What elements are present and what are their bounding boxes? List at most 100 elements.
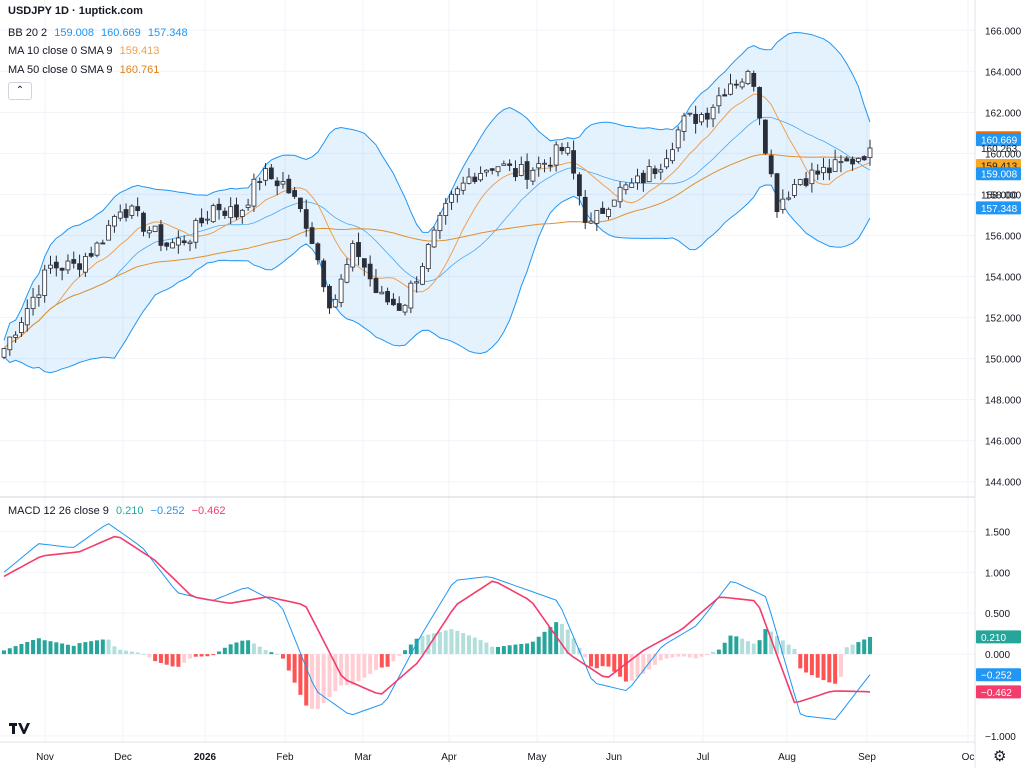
candle-body	[431, 229, 437, 248]
candle-body	[315, 243, 321, 261]
macd-tick-label: 1.500	[985, 527, 1010, 538]
candle-body	[332, 299, 338, 308]
candle-body	[815, 170, 821, 175]
candle-body	[327, 285, 332, 309]
time-tick-label: Sep	[858, 752, 876, 763]
macd-histogram-bar	[397, 654, 402, 656]
candle-body	[565, 147, 571, 154]
macd-histogram-bar	[472, 637, 477, 655]
macd-histogram-bar	[490, 646, 495, 655]
candle-body	[292, 190, 298, 197]
candle-body	[681, 115, 687, 132]
macd-histogram-bar	[583, 654, 588, 658]
candle-body	[594, 210, 600, 224]
candle-body	[582, 196, 588, 223]
candle-body	[635, 175, 640, 184]
macd-histogram-bar	[71, 645, 76, 655]
candle-body	[280, 181, 286, 185]
macd-histogram-bar	[525, 643, 530, 655]
macd-tick-label: 1.000	[985, 568, 1010, 579]
candle-body	[146, 230, 152, 234]
candle-body	[507, 163, 513, 166]
axis-layer: 166.000 164.000 162.000 160.000 158.000 156.0…	[36, 26, 1021, 763]
price-badge-label: 160.669	[981, 136, 1018, 147]
macd-histogram-bar	[745, 641, 750, 655]
macd-histogram-bar	[60, 643, 65, 655]
macd-histogram-bar	[548, 626, 553, 655]
time-tick-label: Jun	[606, 752, 622, 763]
ma50-legend[interactable]: MA 50 close 0 SMA 9 160.761	[8, 64, 159, 76]
candle-body	[222, 210, 228, 216]
macd-legend-label: MACD 12 26 close 9	[8, 505, 109, 517]
tradingview-logo-icon[interactable]	[8, 720, 30, 734]
candle-body	[82, 256, 88, 273]
candle-body	[65, 260, 71, 271]
candle-body	[152, 225, 158, 232]
candle-body	[408, 282, 414, 309]
macd-histogram-bar	[443, 630, 448, 655]
macd-histogram-bar	[769, 631, 774, 655]
macd-histogram-bar	[408, 644, 413, 655]
macd-histogram-bar	[7, 648, 12, 655]
macd-histogram-bar	[31, 639, 36, 655]
chevron-up-icon[interactable]: ⌃	[8, 82, 32, 100]
macd-pane	[2, 523, 872, 721]
macd-histogram-bar	[821, 654, 826, 681]
macd-histogram-bar	[850, 644, 855, 655]
macd-histogram-bar	[65, 644, 70, 655]
gear-icon[interactable]: ⚙	[993, 747, 1007, 765]
candle-body	[757, 87, 762, 119]
bb-lower-value: 157.348	[147, 27, 188, 39]
candle-body	[454, 188, 460, 195]
price-tick-label: 156.000	[985, 231, 1022, 242]
macd-histogram-bar	[600, 654, 605, 667]
price-tick-label: 144.000	[985, 478, 1022, 489]
candle-body	[623, 184, 629, 191]
candle-body	[536, 163, 542, 169]
candle-body	[42, 269, 48, 296]
time-tick-label: Mar	[354, 752, 372, 763]
macd-histogram-bar	[711, 651, 716, 655]
candle-body	[460, 182, 466, 191]
macd-histogram-bar	[559, 623, 564, 655]
candle-body	[844, 158, 850, 162]
candle-body	[472, 176, 478, 182]
macd-hist-value: 0.210	[115, 505, 144, 517]
candle-body	[361, 258, 367, 268]
candle-body	[553, 144, 559, 166]
macd-legend[interactable]: MACD 12 26 close 9 0.210 −0.252 −0.462	[8, 505, 226, 517]
candle-body	[402, 304, 408, 313]
time-tick-label: Jul	[697, 752, 710, 763]
candle-body	[350, 243, 356, 268]
candle-body	[530, 169, 536, 182]
macd-histogram-bar	[315, 654, 320, 709]
macd-histogram-bar	[77, 643, 82, 655]
macd-histogram-bar	[193, 654, 198, 657]
price-tick-label: 160.000	[985, 149, 1022, 160]
ma10-line	[3, 93, 871, 349]
candle-body	[1, 348, 7, 358]
candle-body	[385, 291, 390, 303]
candle-body	[489, 168, 495, 171]
macd-badge	[976, 630, 1021, 644]
macd-histogram-bar	[798, 654, 803, 669]
ma10-legend[interactable]: MA 10 close 0 SMA 9 159.413	[8, 45, 159, 57]
macd-histogram-bar	[89, 641, 94, 655]
candle-body	[239, 209, 245, 217]
macd-histogram-bar	[263, 650, 268, 655]
candle-body	[30, 296, 36, 310]
macd-histogram-bar	[507, 645, 512, 655]
candle-body	[268, 167, 274, 180]
macd-tick-label: 0.500	[985, 609, 1010, 620]
bb-legend[interactable]: BB 20 2 159.008 160.669 157.348	[8, 27, 188, 39]
candle-body	[588, 220, 594, 224]
macd-histogram-bar	[705, 654, 710, 656]
macd-histogram-bar	[827, 654, 832, 683]
macd-histogram-bar	[118, 649, 123, 655]
symbol-title[interactable]: USDJPY 1D · 1uptick.com	[8, 5, 143, 17]
candle-body	[466, 176, 472, 184]
candle-body	[396, 303, 402, 311]
macd-histogram-bar	[36, 638, 41, 655]
candle-body	[780, 198, 786, 210]
